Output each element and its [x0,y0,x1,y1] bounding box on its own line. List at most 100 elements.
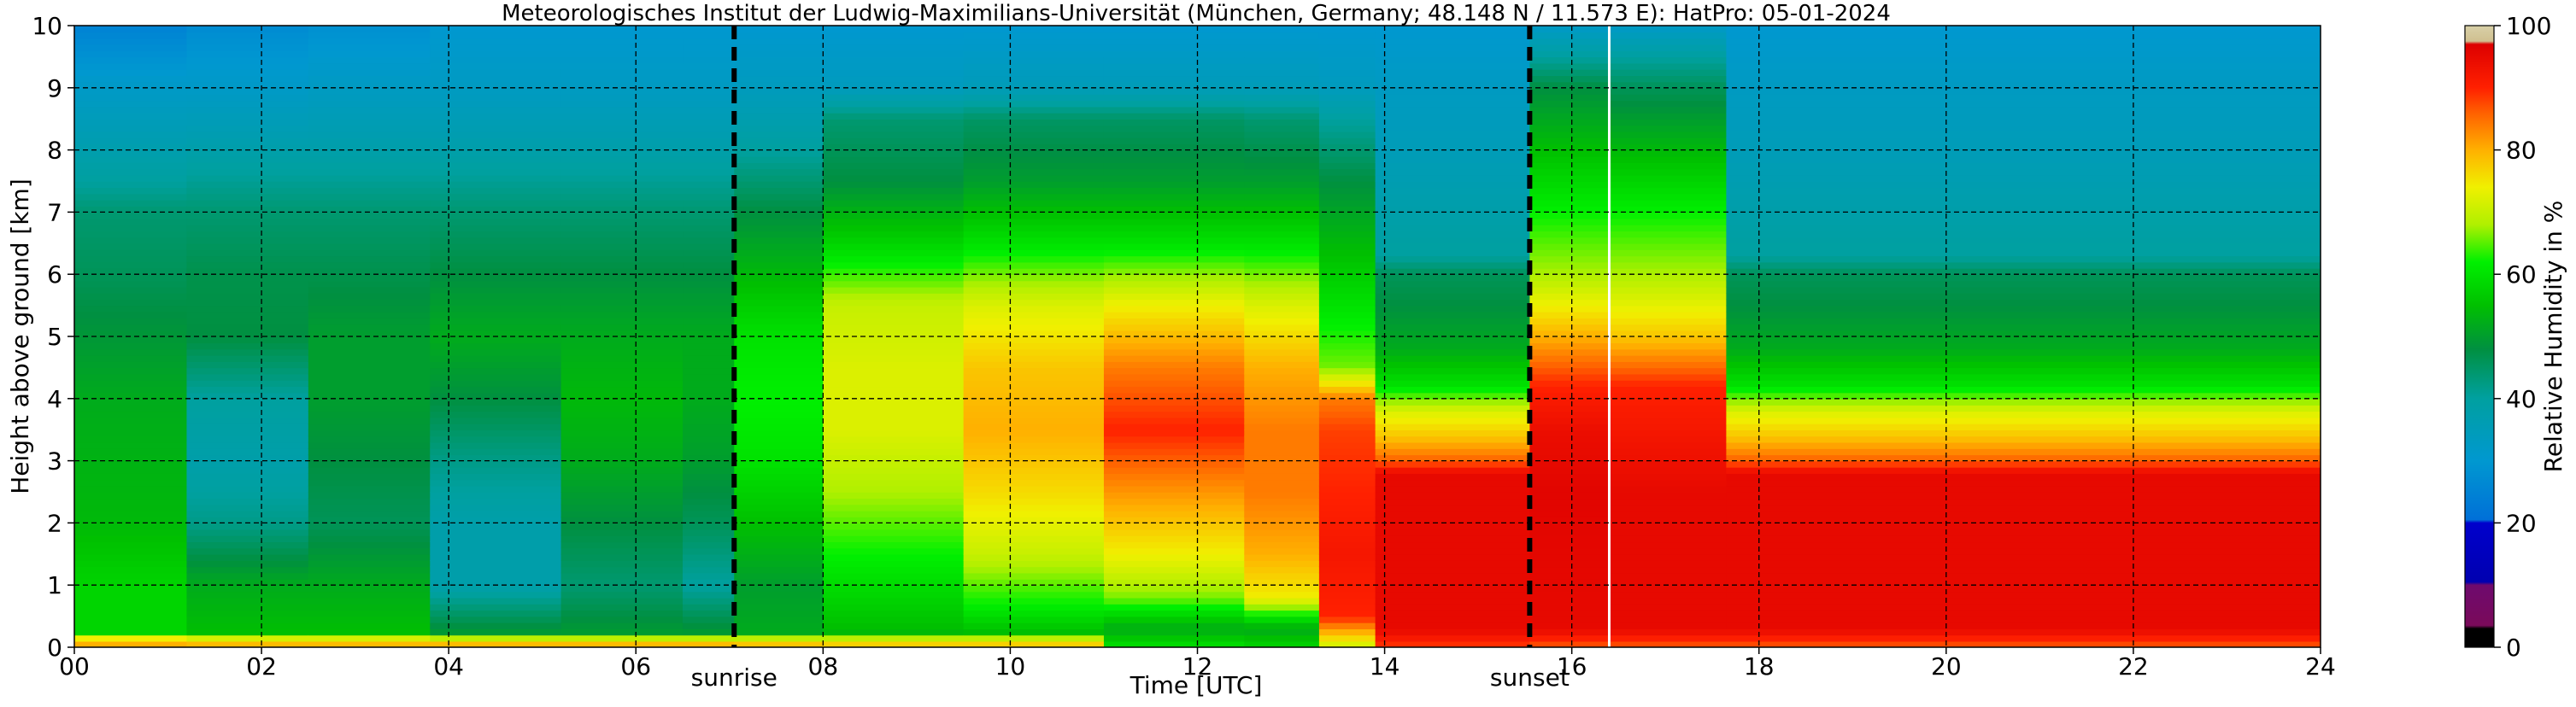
heatmap-cell [734,572,824,580]
heatmap-cell [430,423,562,430]
heatmap-cell [1609,100,1728,108]
heatmap-cell [430,373,562,381]
heatmap-cell [430,155,562,163]
heatmap-cell [1529,411,1611,418]
heatmap-cell [1529,504,1611,511]
x-tick-label: 12 [1182,652,1213,681]
heatmap-cell [74,162,188,170]
heatmap-cell [560,529,684,536]
heatmap-cell [560,479,684,487]
heatmap-cell [1375,26,1531,33]
heatmap-cell [1318,634,1376,642]
heatmap-cell [734,162,824,170]
heatmap-cell [1375,305,1531,313]
heatmap-cell [1375,149,1531,157]
heatmap-cell [1726,75,2321,83]
heatmap-cell [1726,255,2321,263]
heatmap-cell [1529,622,1611,629]
heatmap-cell [1318,640,1376,647]
heatmap-cell [823,616,965,623]
heatmap-cell [683,348,736,356]
heatmap-cell [1318,510,1376,517]
heatmap-cell [683,616,736,623]
heatmap-cell [1244,373,1320,381]
heatmap-cell [1609,373,1728,381]
heatmap-cell [1318,523,1376,530]
heatmap-cell [430,348,562,356]
heatmap-cell [734,62,824,70]
heatmap-cell [683,212,736,219]
heatmap-cell [1529,535,1611,543]
heatmap-cell [74,622,188,629]
heatmap-cell [74,274,188,282]
heatmap-cell [1609,299,1728,307]
heatmap-cell [1244,473,1320,481]
heatmap-cell [74,373,188,381]
heatmap-cell [963,168,1105,176]
heatmap-cell [430,87,562,95]
heatmap-cell [1244,218,1320,225]
heatmap-cell [1726,181,2321,189]
heatmap-cell [308,318,431,325]
heatmap-cell [74,50,188,58]
heatmap-cell [1244,634,1320,642]
heatmap-cell [1529,634,1611,642]
heatmap-cell [823,50,965,58]
heatmap-cell [430,38,562,45]
heatmap-cell [560,535,684,543]
heatmap-cell [823,485,965,493]
heatmap-cell [1103,411,1246,418]
heatmap-cell [1609,585,1728,593]
heatmap-cell [963,181,1105,189]
heatmap-cell [823,311,965,318]
heatmap-cell [683,26,736,33]
heatmap-cell [74,206,188,213]
heatmap-cell [186,541,309,549]
heatmap-cell [1375,517,1531,524]
heatmap-cell [1318,616,1376,623]
heatmap-cell [683,242,736,250]
heatmap-cell [560,379,684,388]
heatmap-cell [963,231,1105,238]
heatmap-cell [1375,193,1531,201]
heatmap-cell [1529,94,1611,102]
heatmap-cell [734,553,824,561]
heatmap-cell [963,187,1105,195]
heatmap-cell [1609,181,1728,189]
heatmap-cell [823,386,965,394]
heatmap-cell [1375,199,1531,207]
heatmap-cell [1244,466,1320,474]
heatmap-cell [186,87,309,95]
heatmap-cell [1726,348,2321,356]
heatmap-cell [1375,610,1531,617]
heatmap-cell [308,293,431,301]
heatmap-cell [560,367,684,375]
heatmap-cell [1726,274,2321,282]
heatmap-cell [823,193,965,201]
heatmap-cell [1375,628,1531,636]
heatmap-cell [430,441,562,449]
heatmap-cell [1103,38,1246,45]
heatmap-cell [1375,68,1531,77]
heatmap-cell [963,261,1105,269]
heatmap-cell [560,448,684,456]
heatmap-cell [430,547,562,555]
heatmap-cell [74,286,188,294]
heatmap-cell [308,411,431,418]
heatmap-cell [1103,417,1246,424]
heatmap-cell [430,249,562,257]
heatmap-cell [430,212,562,219]
heatmap-cell [823,585,965,593]
heatmap-cell [823,597,965,605]
heatmap-cell [430,137,562,145]
heatmap-cell [1529,510,1611,517]
heatmap-cell [560,417,684,424]
heatmap-cell [186,162,309,170]
heatmap-cell [683,529,736,536]
heatmap-cell [1103,224,1246,232]
heatmap-cell [74,398,188,406]
heatmap-cell [560,435,684,443]
heatmap-cell [963,131,1105,138]
heatmap-cell [1726,106,2321,114]
heatmap-cell [186,529,309,536]
